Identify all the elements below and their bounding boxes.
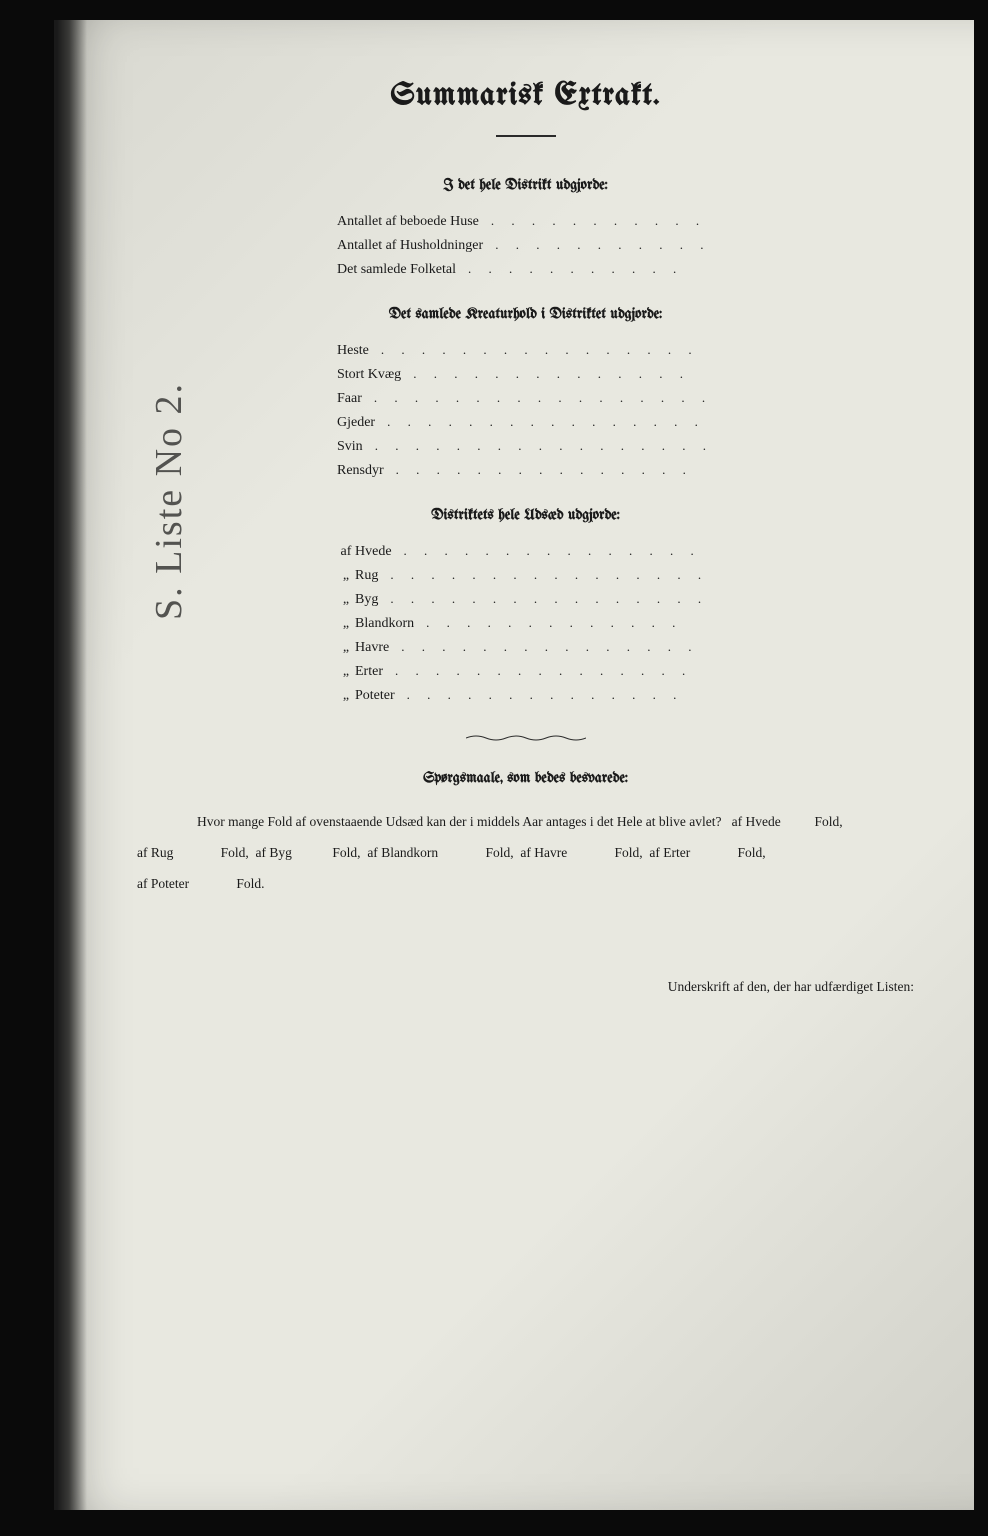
section2-block: Heste . . . . . . . . . . . . . . . . St… — [337, 342, 784, 479]
leader-dots: . . . . . . . . . . . . . . . . . — [363, 438, 784, 454]
crop-name: Blandkorn — [381, 845, 438, 860]
row-label: Poteter — [355, 688, 395, 704]
row-label: Faar — [337, 391, 362, 407]
section3-row: „ Blandkorn . . . . . . . . . . . . . — [337, 615, 784, 632]
section1-row: Det samlede Folketal . . . . . . . . . .… — [337, 261, 784, 278]
crop-name: Erter — [663, 845, 690, 860]
leader-dots: . . . . . . . . . . . . . . . — [384, 462, 784, 478]
af-word: af — [649, 845, 660, 860]
questions-paragraph: Hvor mange Fold af ovenstaaende Udsæd ka… — [137, 806, 914, 899]
row-label: Antallet af beboede Huse — [337, 214, 479, 230]
row-label: Erter — [355, 664, 383, 680]
section2-row: Heste . . . . . . . . . . . . . . . . — [337, 342, 784, 359]
af-word: af — [256, 845, 267, 860]
row-label: Hvede — [355, 544, 392, 560]
row-label: Byg — [355, 592, 378, 608]
section1-row: Antallet af beboede Huse . . . . . . . .… — [337, 213, 784, 230]
fold-word: Fold, — [221, 845, 249, 860]
row-label: Gjeder — [337, 415, 375, 431]
section3-row: „ Erter . . . . . . . . . . . . . . . — [337, 663, 784, 680]
af-word: af — [367, 845, 378, 860]
leader-dots: . . . . . . . . . . . . . . — [395, 687, 784, 703]
af-leader: af — [337, 544, 355, 560]
title-rule — [496, 135, 556, 137]
row-label: Det samlede Folketal — [337, 262, 456, 278]
signature-line: Underskrift af den, der har udfærdiget L… — [127, 979, 914, 995]
questions-lead: Hvor mange Fold af ovenstaaende Udsæd ka… — [137, 806, 721, 837]
row-label: Svin — [337, 439, 363, 455]
section3-block: af Hvede . . . . . . . . . . . . . . . „… — [337, 543, 784, 704]
ditto-mark: „ — [337, 616, 355, 632]
leader-dots: . . . . . . . . . . . — [456, 261, 784, 277]
leader-dots: . . . . . . . . . . . . . . . — [392, 543, 784, 559]
fold-word: Fold, — [737, 845, 765, 860]
leader-dots: . . . . . . . . . . . . . . . . — [375, 414, 784, 430]
fold-word: Fold, — [614, 845, 642, 860]
ditto-mark: „ — [337, 592, 355, 608]
leader-dots: . . . . . . . . . . . . . . . — [389, 639, 784, 655]
section2-row: Svin . . . . . . . . . . . . . . . . . — [337, 438, 784, 455]
af-word: af — [732, 814, 743, 829]
section3-row: „ Byg . . . . . . . . . . . . . . . . — [337, 591, 784, 608]
section1-row: Antallet af Husholdninger . . . . . . . … — [337, 237, 784, 254]
section2-heading: Det samlede Kreaturhold i Distriktet udg… — [127, 306, 924, 322]
crop-name: Rug — [151, 845, 174, 860]
section1-block: Antallet af beboede Huse . . . . . . . .… — [337, 213, 784, 278]
section2-row: Gjeder . . . . . . . . . . . . . . . . — [337, 414, 784, 431]
binding-shadow — [57, 20, 87, 1510]
fold-word: Fold, — [332, 845, 360, 860]
leader-dots: . . . . . . . . . . . . . . — [401, 366, 784, 382]
leader-dots: . . . . . . . . . . . . . . . . — [369, 342, 784, 358]
leader-dots: . . . . . . . . . . . . . . . . — [378, 591, 784, 607]
crop-name: Havre — [534, 845, 567, 860]
crop-name: Hvede — [745, 814, 780, 829]
section2-row: Faar . . . . . . . . . . . . . . . . . — [337, 390, 784, 407]
leader-dots: . . . . . . . . . . . — [483, 237, 784, 253]
leader-dots: . . . . . . . . . . . . . . . . — [378, 567, 784, 583]
ditto-mark: „ — [337, 568, 355, 584]
ditto-mark: „ — [337, 688, 355, 704]
section3-row: af Hvede . . . . . . . . . . . . . . . — [337, 543, 784, 560]
section3-row: „ Poteter . . . . . . . . . . . . . . — [337, 687, 784, 704]
margin-handwriting: S. Liste No 2. — [147, 382, 191, 620]
row-label: Havre — [355, 640, 389, 656]
section2-row: Stort Kvæg . . . . . . . . . . . . . . — [337, 366, 784, 383]
section1-heading: I det hele Distrikt udgjorde: — [127, 177, 924, 193]
row-label: Stort Kvæg — [337, 367, 401, 383]
section3-heading: Distriktets hele Udsæd udgjorde: — [127, 507, 924, 523]
page-title: Summarisk Extrakt. — [127, 80, 924, 113]
fold-word: Fold, — [814, 814, 842, 829]
fold-word: Fold. — [236, 876, 264, 891]
crop-name: Poteter — [151, 876, 189, 891]
leader-dots: . . . . . . . . . . . . . . . — [383, 663, 784, 679]
crop-name: Byg — [269, 845, 292, 860]
row-label: Rensdyr — [337, 463, 384, 479]
af-word: af — [137, 876, 148, 891]
row-label: Antallet af Husholdninger — [337, 238, 483, 254]
fold-word: Fold, — [485, 845, 513, 860]
ditto-mark: „ — [337, 640, 355, 656]
questions-heading: Spørgsmaale, som bedes besvarede: — [127, 770, 924, 786]
ditto-mark: „ — [337, 664, 355, 680]
row-label: Heste — [337, 343, 369, 359]
af-word: af — [137, 845, 148, 860]
row-label: Blandkorn — [355, 616, 414, 632]
leader-dots: . . . . . . . . . . . . . . . . . — [362, 390, 784, 406]
section3-row: „ Havre . . . . . . . . . . . . . . . — [337, 639, 784, 656]
section3-row: „ Rug . . . . . . . . . . . . . . . . — [337, 567, 784, 584]
section2-row: Rensdyr . . . . . . . . . . . . . . . — [337, 462, 784, 479]
af-word: af — [520, 845, 531, 860]
leader-dots: . . . . . . . . . . . — [479, 213, 784, 229]
leader-dots: . . . . . . . . . . . . . — [414, 615, 784, 631]
row-label: Rug — [355, 568, 378, 584]
ornament-divider — [466, 734, 586, 740]
document-page: S. Liste No 2. Summarisk Extrakt. I det … — [54, 20, 974, 1510]
